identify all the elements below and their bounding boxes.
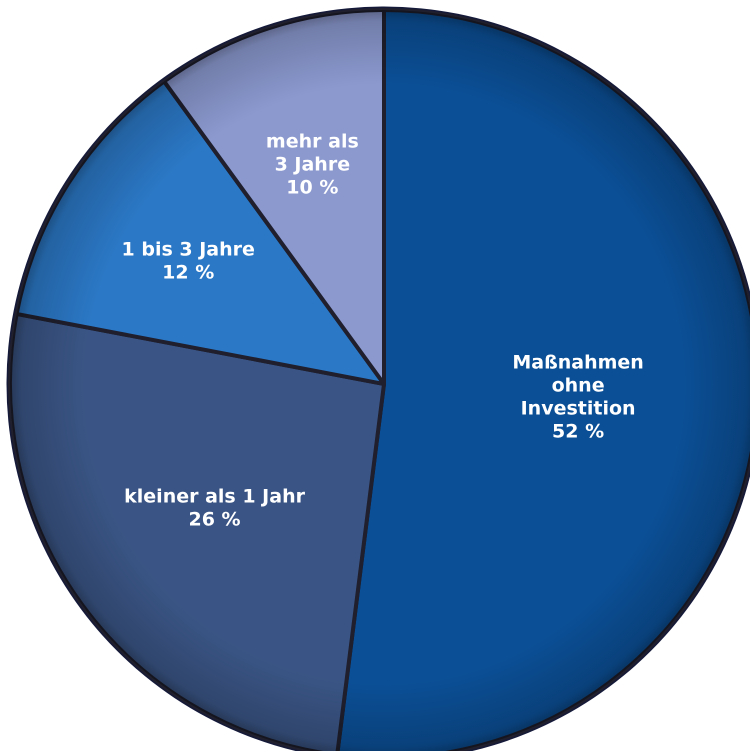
pie-slice-0 — [337, 10, 750, 751]
slice-category-label: Investition — [521, 398, 636, 420]
slice-category-label: 3 Jahre — [275, 153, 351, 175]
slice-value-label: 26 % — [189, 509, 241, 531]
slice-category-label: mehr als — [266, 130, 359, 152]
slice-category-label: kleiner als 1 Jahr — [124, 486, 305, 508]
slice-value-label: 12 % — [162, 261, 214, 283]
slice-category-label: Maßnahmen — [512, 352, 643, 374]
slice-category-label: 1 bis 3 Jahre — [122, 238, 255, 260]
slice-value-label: 52 % — [552, 421, 604, 443]
slice-value-label: 10 % — [286, 176, 338, 198]
slice-category-label: ohne — [552, 375, 605, 397]
pie-slices — [10, 10, 750, 751]
pie-slice-1 — [10, 314, 384, 751]
